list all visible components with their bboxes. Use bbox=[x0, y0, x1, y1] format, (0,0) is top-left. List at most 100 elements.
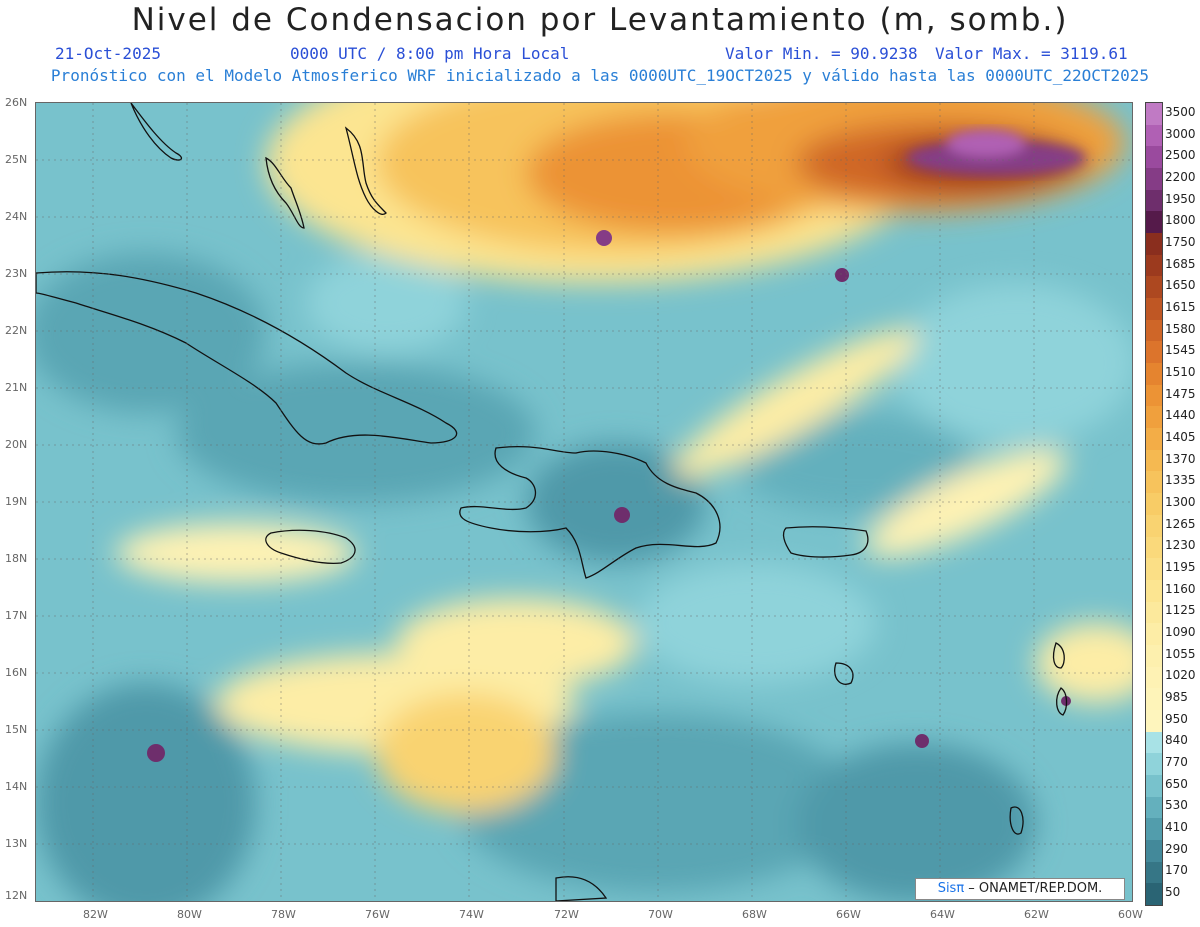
colorbar-label: 50 bbox=[1165, 885, 1181, 900]
colorbar-swatch bbox=[1146, 146, 1162, 169]
colorbar-swatch bbox=[1146, 298, 1162, 321]
time-label: 0000 UTC / 8:00 pm Hora Local bbox=[290, 44, 570, 63]
lat-label: 21N bbox=[5, 381, 28, 394]
lat-label: 23N bbox=[5, 267, 28, 280]
colorbar-swatch bbox=[1146, 709, 1162, 732]
colorbar-label: 290 bbox=[1165, 841, 1188, 856]
colorbar-swatch bbox=[1146, 406, 1162, 429]
colorbar-swatch bbox=[1146, 189, 1162, 212]
colorbar-swatch bbox=[1146, 623, 1162, 646]
colorbar-swatch bbox=[1146, 839, 1162, 862]
colorbar-label: 1265 bbox=[1165, 516, 1196, 531]
lon-label: 62W bbox=[1024, 908, 1049, 921]
lat-label: 20N bbox=[5, 438, 28, 451]
colorbar-label: 950 bbox=[1165, 711, 1188, 726]
colorbar-swatch bbox=[1146, 471, 1162, 494]
colorbar-swatch bbox=[1146, 363, 1162, 386]
lat-label: 13N bbox=[5, 837, 28, 850]
colorbar-label: 985 bbox=[1165, 690, 1188, 705]
colorbar-swatch bbox=[1146, 428, 1162, 451]
colorbar-label: 170 bbox=[1165, 863, 1188, 878]
colorbar-label: 1090 bbox=[1165, 625, 1196, 640]
colorbar-label: 1545 bbox=[1165, 343, 1196, 358]
colorbar-swatch bbox=[1146, 536, 1162, 559]
lat-label: 14N bbox=[5, 780, 28, 793]
colorbar-swatch bbox=[1146, 493, 1162, 516]
colorbar-swatch bbox=[1146, 579, 1162, 602]
colorbar-label: 1020 bbox=[1165, 668, 1196, 683]
lon-label: 72W bbox=[554, 908, 579, 921]
lat-label: 25N bbox=[5, 153, 28, 166]
colorbar-swatch bbox=[1146, 601, 1162, 624]
min-value-label: Valor Min. = 90.9238 bbox=[725, 44, 918, 63]
colorbar-swatch bbox=[1146, 168, 1162, 191]
colorbar-label: 1950 bbox=[1165, 191, 1196, 206]
lat-label: 15N bbox=[5, 723, 28, 736]
lon-label: 66W bbox=[836, 908, 861, 921]
colorbar-swatch bbox=[1146, 276, 1162, 299]
colorbar-label: 1440 bbox=[1165, 408, 1196, 423]
colorbar-swatch bbox=[1146, 774, 1162, 797]
colorbar-label: 840 bbox=[1165, 733, 1188, 748]
lat-label: 16N bbox=[5, 666, 28, 679]
colorbar-swatch bbox=[1146, 341, 1162, 364]
lon-label: 80W bbox=[177, 908, 202, 921]
colorbar bbox=[1145, 102, 1163, 906]
colorbar-swatch bbox=[1146, 666, 1162, 689]
lon-label: 64W bbox=[930, 908, 955, 921]
colorbar-swatch bbox=[1146, 731, 1162, 754]
colorbar-label: 1195 bbox=[1165, 560, 1196, 575]
colorbar-swatch bbox=[1146, 558, 1162, 581]
colorbar-swatch bbox=[1146, 319, 1162, 342]
lat-label: 17N bbox=[5, 609, 28, 622]
colorbar-swatch bbox=[1146, 254, 1162, 277]
lat-label: 18N bbox=[5, 552, 28, 565]
colorbar-swatch bbox=[1146, 103, 1162, 125]
colorbar-label: 1650 bbox=[1165, 278, 1196, 293]
colorbar-swatch bbox=[1146, 384, 1162, 407]
lon-label: 78W bbox=[271, 908, 296, 921]
max-value-label: Valor Max. = 3119.61 bbox=[935, 44, 1128, 63]
colorbar-label: 2500 bbox=[1165, 148, 1196, 163]
lon-label: 82W bbox=[83, 908, 108, 921]
colorbar-swatch bbox=[1146, 688, 1162, 711]
colorbar-label: 1580 bbox=[1165, 321, 1196, 336]
chart-title: Nivel de Condensacion por Levantamiento … bbox=[131, 2, 1069, 38]
colorbar-swatch bbox=[1146, 796, 1162, 819]
colorbar-swatch bbox=[1146, 449, 1162, 472]
colorbar-label: 1750 bbox=[1165, 234, 1196, 249]
colorbar-swatch bbox=[1146, 124, 1162, 147]
lat-label: 24N bbox=[5, 210, 28, 223]
colorbar-label: 1800 bbox=[1165, 213, 1196, 228]
colorbar-label: 1475 bbox=[1165, 386, 1196, 401]
lon-label: 68W bbox=[742, 908, 767, 921]
colorbar-label: 3500 bbox=[1165, 104, 1196, 119]
colorbar-label: 3000 bbox=[1165, 126, 1196, 141]
colorbar-label: 2200 bbox=[1165, 169, 1196, 184]
colorbar-label: 1335 bbox=[1165, 473, 1196, 488]
colorbar-swatch bbox=[1146, 818, 1162, 841]
brand-label: Sisπ bbox=[937, 881, 965, 896]
colorbar-swatch bbox=[1146, 753, 1162, 776]
credit-label: – ONAMET/REP.DOM. bbox=[964, 881, 1103, 896]
colorbar-swatch bbox=[1146, 211, 1162, 234]
colorbar-swatch bbox=[1146, 861, 1162, 884]
colorbar-swatch bbox=[1146, 514, 1162, 537]
colorbar-label: 1370 bbox=[1165, 451, 1196, 466]
colorbar-swatch bbox=[1146, 233, 1162, 256]
colorbar-label: 1160 bbox=[1165, 581, 1196, 596]
colorbar-label: 1510 bbox=[1165, 364, 1196, 379]
lat-label: 19N bbox=[5, 495, 28, 508]
lat-label: 22N bbox=[5, 324, 28, 337]
forecast-subtitle: Pronóstico con el Modelo Atmosferico WRF… bbox=[50, 66, 1150, 85]
colorbar-label: 1125 bbox=[1165, 603, 1196, 618]
colorbar-label: 650 bbox=[1165, 776, 1188, 791]
colorbar-label: 770 bbox=[1165, 755, 1188, 770]
colorbar-label: 410 bbox=[1165, 820, 1188, 835]
colorbar-label: 530 bbox=[1165, 798, 1188, 813]
map-field bbox=[36, 103, 1132, 901]
colorbar-label: 1685 bbox=[1165, 256, 1196, 271]
lat-label: 12N bbox=[5, 889, 28, 902]
date-label: 21-Oct-2025 bbox=[55, 44, 161, 63]
lon-label: 76W bbox=[365, 908, 390, 921]
